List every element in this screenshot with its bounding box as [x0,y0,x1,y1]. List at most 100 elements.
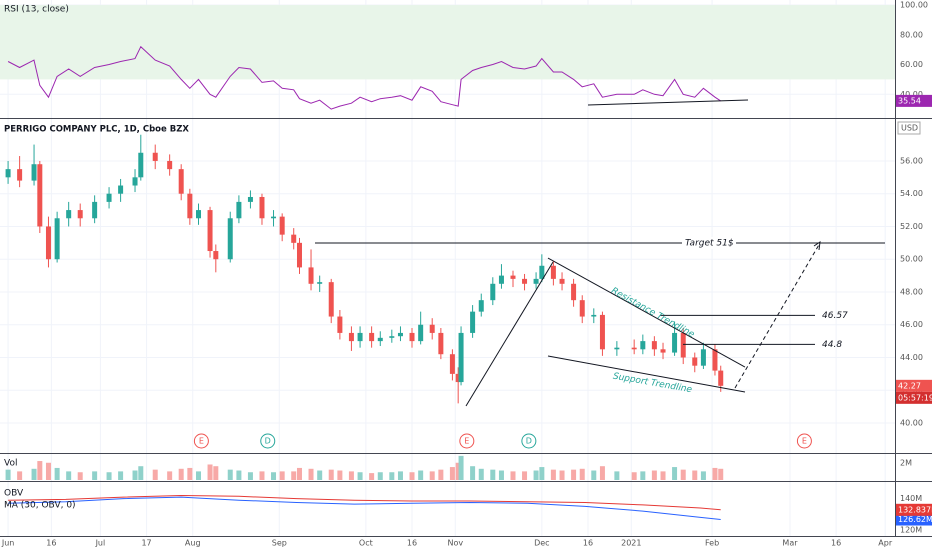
y-tick-label: 56.00 [900,156,923,165]
volume-bar [138,466,144,480]
candle-body [54,218,60,260]
candle-body [718,370,724,386]
candle-body [614,347,620,350]
volume-bar [700,471,706,480]
candle-body [397,332,403,337]
volume-bar [308,468,314,480]
candle-body [533,278,539,284]
volume-bar [207,464,213,480]
candle-body [651,341,657,350]
volume-bar [550,469,556,480]
candle-body [478,300,484,312]
event-label: E [199,437,204,446]
target-label: Target 51$ [685,239,734,249]
volume-bar [631,472,637,480]
event-label: E [464,437,469,446]
candle-body [438,332,444,355]
volume-bar [196,471,202,480]
candle-body [712,349,718,371]
last-value-tag-bg [896,513,932,526]
x-tick-label: Oct [359,539,373,548]
y-tick-label: 52.00 [900,222,923,231]
x-tick-label: Feb [705,539,719,548]
x-tick-label: Apr [878,539,893,548]
obv-title: OBV [4,489,24,499]
event-marker [459,433,475,449]
volume-bar [718,468,724,480]
volume-bar [92,471,98,480]
candle-body [152,152,158,161]
candle-body [17,169,23,181]
candle-body [660,349,666,353]
candle-body [369,332,375,342]
candle-body [377,337,383,342]
candle-body [337,316,343,333]
candle-body [138,152,144,178]
candle-body [640,341,646,350]
volume-bar [66,471,72,480]
volume-bar [490,469,496,480]
y-tick-label: 48.00 [900,287,923,296]
volume-bar [369,473,375,480]
ma-title: MA (30, OBV, 0) [4,501,76,511]
volume-bar [167,471,173,480]
volume-bar [614,471,620,480]
candle-body [5,169,11,178]
candle-body [118,185,124,194]
event-label: D [526,437,532,446]
candle-body [692,357,698,366]
volume-bar [106,472,112,480]
volume-bar [498,470,504,480]
volume-bar [5,469,11,480]
volume-bar [672,467,678,480]
resistance-line [547,257,746,368]
volume-bar [187,467,193,480]
volume-bar [377,472,383,480]
candle-body [357,332,363,342]
volume-bar [389,472,395,480]
candle-body [213,251,219,260]
y-tick-label: 140M [900,494,922,503]
volume-bar [77,472,83,480]
event-marker [260,433,276,449]
volume-bar [458,455,464,480]
candle-body [296,242,302,268]
candle-body [31,164,37,181]
volume-bar [397,471,403,480]
y-tick-label: 46.00 [900,320,923,329]
level-label: 44.8 [822,340,842,350]
volume-bar [559,470,565,480]
volume-bar [291,471,297,480]
currency-box [897,121,921,135]
candle-body [418,324,424,342]
candle-body [599,314,605,350]
candle-body [591,314,597,317]
volume-bar [328,469,334,480]
volume-bar [45,462,51,480]
x-tick-label: 16 [831,539,841,548]
candle-body [236,201,242,219]
candle-body [449,354,455,374]
volume-bar [599,466,605,480]
candle-body [45,226,51,260]
candle-body [348,332,354,342]
candle-body [77,210,83,219]
volume-bar [227,469,233,480]
y-tick-label: 44.00 [900,353,923,362]
volume-bar [478,468,484,480]
volume-bar [449,467,455,480]
level-label: 46.57 [822,311,848,321]
countdown-tag: 05:57:19 [898,393,932,402]
y-tick-label: 54.00 [900,189,923,198]
candle-body [167,160,173,170]
candle-body [328,282,334,317]
candle-body [207,210,213,252]
last-value-tag: 132.837M [898,505,932,514]
volume-bar [418,470,424,480]
x-tick-label: 16 [583,539,593,548]
volume-bar [539,467,545,480]
candle-body [631,347,637,350]
candle-body [498,275,504,284]
